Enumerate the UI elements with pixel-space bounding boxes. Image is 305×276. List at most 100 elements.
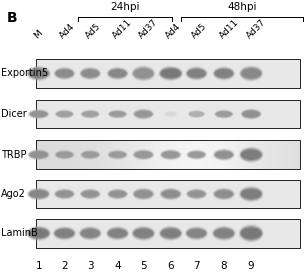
Text: 2: 2: [61, 261, 68, 271]
Ellipse shape: [159, 226, 182, 240]
Text: Dicer: Dicer: [1, 109, 27, 119]
Ellipse shape: [54, 67, 75, 79]
Ellipse shape: [241, 227, 262, 239]
Ellipse shape: [162, 151, 180, 158]
Ellipse shape: [56, 190, 74, 198]
Ellipse shape: [240, 187, 262, 200]
Ellipse shape: [132, 108, 154, 120]
Ellipse shape: [215, 152, 232, 158]
Ellipse shape: [132, 149, 155, 161]
Ellipse shape: [28, 109, 49, 119]
Text: B: B: [7, 11, 17, 25]
Bar: [36, 100, 300, 128]
Text: Ad4: Ad4: [58, 22, 77, 41]
Bar: [269, 140, 273, 169]
Ellipse shape: [109, 110, 127, 118]
Ellipse shape: [109, 111, 126, 117]
Ellipse shape: [82, 70, 99, 77]
Ellipse shape: [56, 70, 73, 77]
Ellipse shape: [189, 111, 204, 117]
Bar: [97, 140, 102, 169]
Ellipse shape: [161, 228, 181, 238]
Ellipse shape: [214, 110, 233, 118]
Bar: [260, 140, 264, 169]
Ellipse shape: [82, 151, 99, 158]
Ellipse shape: [242, 150, 261, 159]
Ellipse shape: [161, 69, 180, 78]
Ellipse shape: [80, 67, 101, 79]
Ellipse shape: [213, 227, 235, 239]
Bar: [36, 140, 300, 169]
Bar: [137, 140, 141, 169]
Ellipse shape: [108, 69, 127, 78]
Ellipse shape: [242, 110, 261, 118]
Ellipse shape: [188, 190, 206, 198]
Bar: [80, 140, 84, 169]
Bar: [36, 59, 300, 88]
Text: 9: 9: [248, 261, 254, 271]
Text: 8: 8: [221, 261, 227, 271]
Ellipse shape: [214, 69, 233, 78]
Bar: [62, 140, 66, 169]
Text: 48hpi: 48hpi: [227, 2, 257, 12]
Ellipse shape: [81, 110, 100, 118]
Ellipse shape: [27, 188, 50, 200]
Ellipse shape: [54, 189, 75, 199]
Ellipse shape: [27, 226, 51, 240]
Ellipse shape: [135, 152, 152, 158]
Ellipse shape: [29, 190, 48, 198]
Ellipse shape: [216, 112, 231, 116]
Ellipse shape: [56, 110, 73, 118]
Ellipse shape: [186, 68, 206, 79]
Bar: [84, 140, 88, 169]
Ellipse shape: [240, 148, 262, 161]
Ellipse shape: [132, 226, 155, 240]
Ellipse shape: [81, 110, 99, 118]
Ellipse shape: [109, 152, 126, 157]
Ellipse shape: [214, 190, 233, 198]
Ellipse shape: [188, 111, 205, 117]
Ellipse shape: [133, 227, 154, 239]
Ellipse shape: [81, 230, 99, 237]
Ellipse shape: [240, 67, 262, 80]
Ellipse shape: [212, 66, 235, 81]
Bar: [102, 140, 106, 169]
Ellipse shape: [55, 190, 74, 198]
Bar: [53, 140, 58, 169]
Text: M: M: [32, 29, 44, 41]
Bar: [159, 140, 163, 169]
Text: Ad11: Ad11: [111, 18, 134, 41]
Text: Ad11: Ad11: [217, 18, 240, 41]
Text: 24hpi: 24hpi: [110, 2, 140, 12]
Ellipse shape: [29, 69, 48, 78]
Ellipse shape: [27, 227, 50, 239]
Ellipse shape: [56, 151, 73, 158]
Ellipse shape: [241, 189, 261, 200]
Bar: [181, 140, 185, 169]
Ellipse shape: [190, 112, 203, 116]
Ellipse shape: [107, 188, 128, 200]
Ellipse shape: [109, 70, 126, 77]
Ellipse shape: [28, 189, 49, 199]
Text: Ad37: Ad37: [245, 18, 267, 41]
Ellipse shape: [134, 69, 153, 78]
Bar: [286, 140, 291, 169]
Ellipse shape: [186, 228, 207, 239]
Ellipse shape: [213, 67, 235, 80]
Ellipse shape: [30, 111, 47, 117]
Ellipse shape: [55, 150, 74, 160]
Ellipse shape: [240, 226, 263, 241]
Ellipse shape: [29, 150, 49, 159]
Ellipse shape: [81, 68, 100, 79]
Bar: [132, 140, 137, 169]
Ellipse shape: [133, 109, 154, 119]
Bar: [221, 140, 225, 169]
Ellipse shape: [188, 151, 205, 158]
Ellipse shape: [54, 149, 75, 160]
Ellipse shape: [108, 150, 127, 160]
Ellipse shape: [215, 70, 232, 77]
Text: Ad5: Ad5: [190, 22, 209, 41]
Ellipse shape: [187, 229, 206, 238]
Ellipse shape: [242, 69, 260, 78]
Bar: [207, 140, 212, 169]
